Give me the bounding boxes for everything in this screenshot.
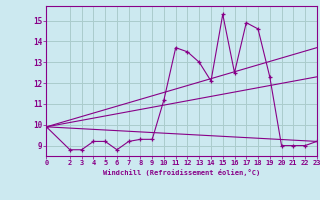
X-axis label: Windchill (Refroidissement éolien,°C): Windchill (Refroidissement éolien,°C) <box>103 169 260 176</box>
